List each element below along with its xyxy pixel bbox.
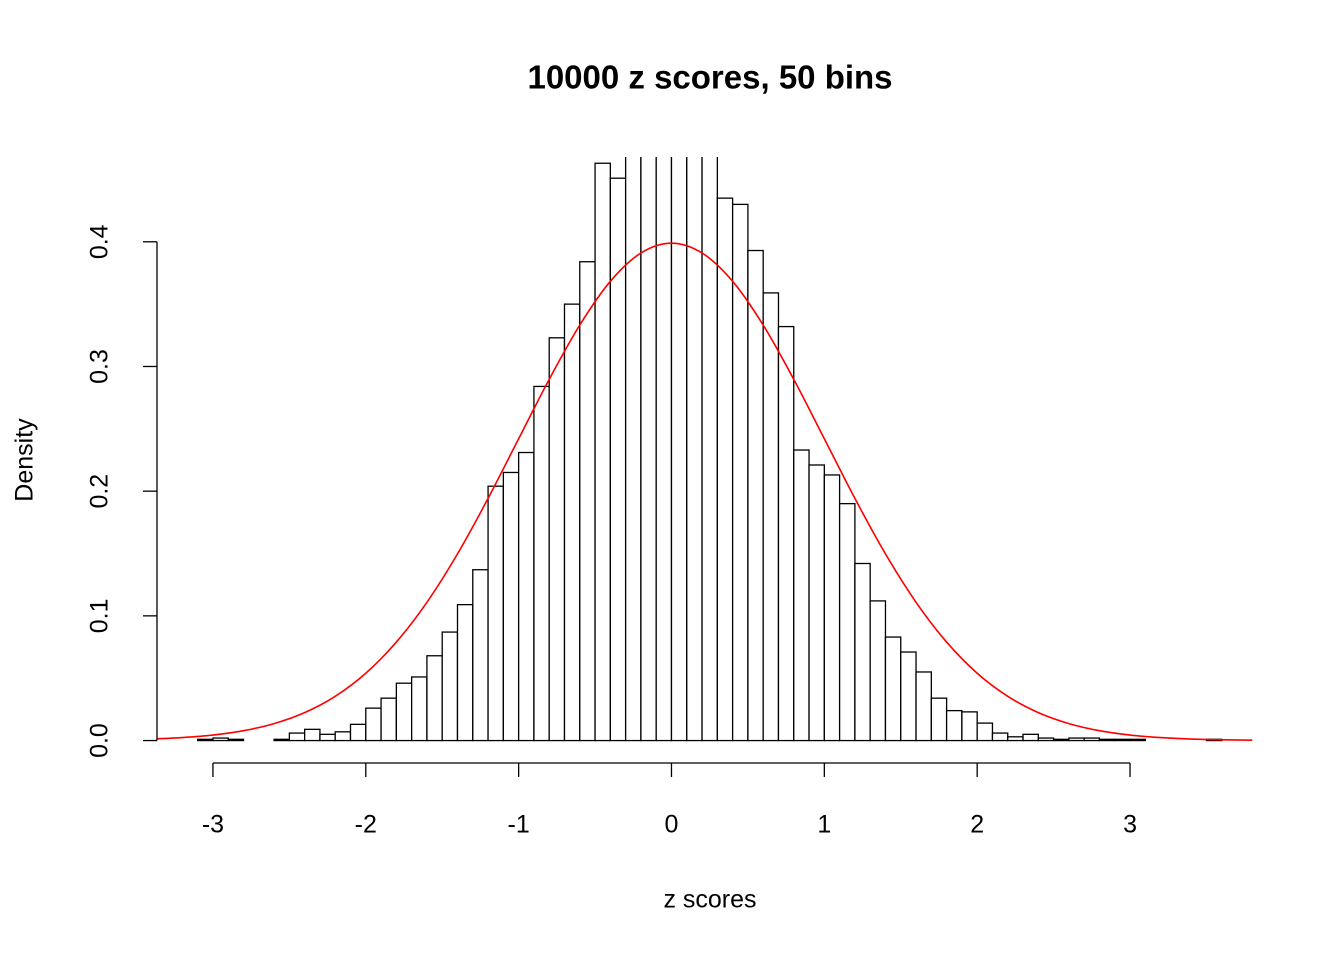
bar bbox=[502, 471, 520, 742]
bar bbox=[472, 569, 489, 742]
bar bbox=[380, 697, 398, 742]
bar bbox=[1114, 738, 1131, 742]
bar bbox=[410, 676, 428, 742]
density-curve bbox=[157, 242, 1253, 741]
bar bbox=[838, 502, 856, 742]
y-tick-label: 0.0 bbox=[86, 723, 114, 758]
bar bbox=[1037, 737, 1055, 742]
bar bbox=[563, 303, 581, 742]
bar bbox=[426, 655, 443, 742]
bar bbox=[1098, 738, 1116, 742]
bar bbox=[609, 177, 627, 742]
bar bbox=[1129, 738, 1146, 742]
bar bbox=[701, 157, 718, 742]
axes: 0.0 0.1 0.2 0.3 0.4 -3 -2 -1 0 1 2 3 bbox=[86, 224, 1137, 838]
bar bbox=[1007, 736, 1024, 742]
bar bbox=[884, 636, 902, 742]
bar bbox=[823, 474, 841, 742]
bar bbox=[319, 733, 336, 742]
bar bbox=[624, 157, 642, 742]
bar bbox=[197, 738, 214, 742]
bar bbox=[655, 157, 673, 742]
bar bbox=[212, 737, 229, 742]
bar bbox=[869, 600, 887, 742]
y-tick-label: 0.4 bbox=[86, 224, 114, 259]
bar bbox=[548, 337, 566, 742]
bar bbox=[395, 682, 413, 742]
bar bbox=[915, 671, 932, 742]
bar bbox=[365, 707, 382, 742]
x-axis-label: z scores bbox=[663, 886, 756, 914]
y-axis-label: Density bbox=[11, 418, 39, 502]
bars bbox=[157, 157, 1253, 742]
bar bbox=[762, 292, 780, 742]
bar bbox=[1052, 738, 1070, 742]
bar bbox=[456, 603, 474, 742]
bar bbox=[517, 451, 535, 742]
bar bbox=[900, 651, 917, 742]
bar bbox=[349, 723, 367, 742]
bar bbox=[793, 449, 810, 742]
bar bbox=[273, 738, 291, 742]
bar bbox=[334, 731, 352, 742]
bar bbox=[441, 631, 459, 742]
bar bbox=[227, 738, 245, 742]
bar bbox=[594, 162, 611, 742]
x-tick-label: 0 bbox=[665, 811, 679, 839]
bar bbox=[777, 325, 795, 742]
bar bbox=[808, 464, 825, 742]
bar bbox=[930, 697, 948, 742]
x-tick-label: 1 bbox=[817, 811, 831, 839]
bar bbox=[487, 485, 505, 742]
y-tick-label: 0.3 bbox=[86, 349, 114, 384]
bar bbox=[533, 385, 550, 742]
bar bbox=[961, 711, 978, 742]
x-tick-label: 3 bbox=[1123, 811, 1137, 839]
y-tick-label: 0.1 bbox=[86, 598, 114, 633]
bar bbox=[670, 157, 688, 742]
bar bbox=[304, 728, 321, 742]
x-tick-label: -2 bbox=[355, 811, 377, 839]
bar bbox=[1068, 737, 1085, 742]
bar bbox=[945, 709, 963, 742]
y-tick-label: 0.2 bbox=[86, 474, 114, 509]
bar bbox=[854, 562, 871, 742]
bar bbox=[1022, 733, 1039, 742]
chart-title: 10000 z scores, 50 bins bbox=[527, 59, 892, 96]
x-tick-label: -1 bbox=[508, 811, 530, 839]
bar bbox=[686, 157, 703, 742]
bar bbox=[976, 722, 994, 742]
bar bbox=[991, 732, 1009, 742]
bar bbox=[747, 249, 764, 742]
bar bbox=[288, 732, 306, 742]
bar bbox=[640, 157, 657, 742]
bar bbox=[579, 261, 596, 742]
bar bbox=[1083, 737, 1101, 742]
x-tick-label: 2 bbox=[970, 811, 984, 839]
x-tick-label: -3 bbox=[202, 811, 224, 839]
